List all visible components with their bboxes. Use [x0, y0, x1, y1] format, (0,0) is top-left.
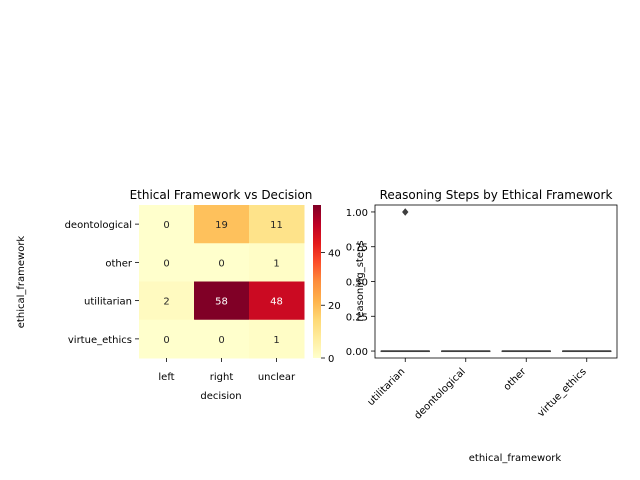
colorbar-tick-label: 20 — [328, 301, 341, 312]
heatmap-x-tick-label: right — [210, 372, 234, 383]
colorbar — [313, 205, 321, 358]
heatmap-cell-label: 0 — [163, 258, 169, 269]
heatmap-cell-label: 0 — [218, 258, 224, 269]
heatmap-cell — [194, 205, 250, 244]
boxplot-x-axis-label: ethical_framework — [469, 453, 562, 464]
heatmap-cell-label: 1 — [273, 258, 279, 269]
heatmap-y-tick-label: virtue_ethics — [68, 335, 132, 346]
heatmap-y-axis-label: ethical_framework — [16, 236, 27, 329]
heatmap-cell-label: 19 — [215, 220, 228, 231]
heatmap-x-axis-label: decision — [200, 391, 241, 402]
heatmap-x-tick-label: left — [158, 372, 174, 383]
heatmap-cell-label: 11 — [270, 220, 283, 231]
colorbar-tick-label: 40 — [328, 248, 341, 259]
heatmap-cell-label: 48 — [270, 297, 283, 308]
boxplot-y-tick-label: 0.50 — [346, 278, 368, 289]
heatmap-cell — [249, 243, 305, 282]
colorbar-tick-label: 0 — [328, 354, 334, 365]
heatmap-cell — [194, 319, 250, 359]
heatmap-cell-label: 2 — [163, 297, 169, 308]
boxplot-chart: Reasoning Steps by Ethical Framework 0.0… — [346, 188, 618, 464]
boxplot-title: Reasoning Steps by Ethical Framework — [380, 188, 613, 202]
boxplot-y-axis-label: reasoning_steps — [355, 240, 366, 321]
heatmap-x-tick-label: unclear — [258, 372, 296, 383]
boxplot-x-tick-label: deontological — [412, 366, 467, 421]
heatmap-cell — [249, 205, 305, 244]
heatmap-cell-label: 0 — [163, 220, 169, 231]
heatmap-cell — [139, 319, 195, 359]
heatmap-y-tick-label: utilitarian — [84, 297, 132, 308]
heatmap-cell — [139, 243, 195, 282]
boxplot-x-tick-label: virtue_ethics — [536, 366, 589, 419]
heatmap-chart: Ethical Framework vs Decision 0 19 11 0 0 1 2 5… — [16, 188, 341, 402]
heatmap-title: Ethical Framework vs Decision — [130, 188, 313, 202]
heatmap-cell — [249, 319, 305, 359]
boxplot-y-tick-label: 0.75 — [346, 243, 368, 254]
boxplot-y-tick-label: 0.25 — [346, 312, 368, 323]
boxplot-y-tick-label: 1.00 — [346, 208, 368, 219]
heatmap-cell-label: 1 — [273, 335, 279, 346]
box-outlier — [402, 208, 409, 216]
heatmap-cell-label: 0 — [218, 335, 224, 346]
heatmap-cell-label: 58 — [215, 297, 228, 308]
heatmap-cell — [194, 281, 250, 321]
heatmap-cell — [139, 281, 195, 321]
boxplot-x-tick-label: other — [502, 366, 529, 393]
boxplot-y-tick-label: 0.00 — [346, 347, 368, 358]
heatmap-cell-label: 0 — [163, 335, 169, 346]
heatmap-cell — [139, 205, 195, 244]
heatmap-cell — [249, 281, 305, 321]
heatmap-cell — [194, 243, 250, 282]
boxplot-x-tick-label: utilitarian — [366, 366, 408, 408]
heatmap-y-tick-label: other — [105, 258, 133, 269]
heatmap-y-tick-label: deontological — [65, 220, 132, 231]
boxplot-frame — [374, 204, 618, 359]
